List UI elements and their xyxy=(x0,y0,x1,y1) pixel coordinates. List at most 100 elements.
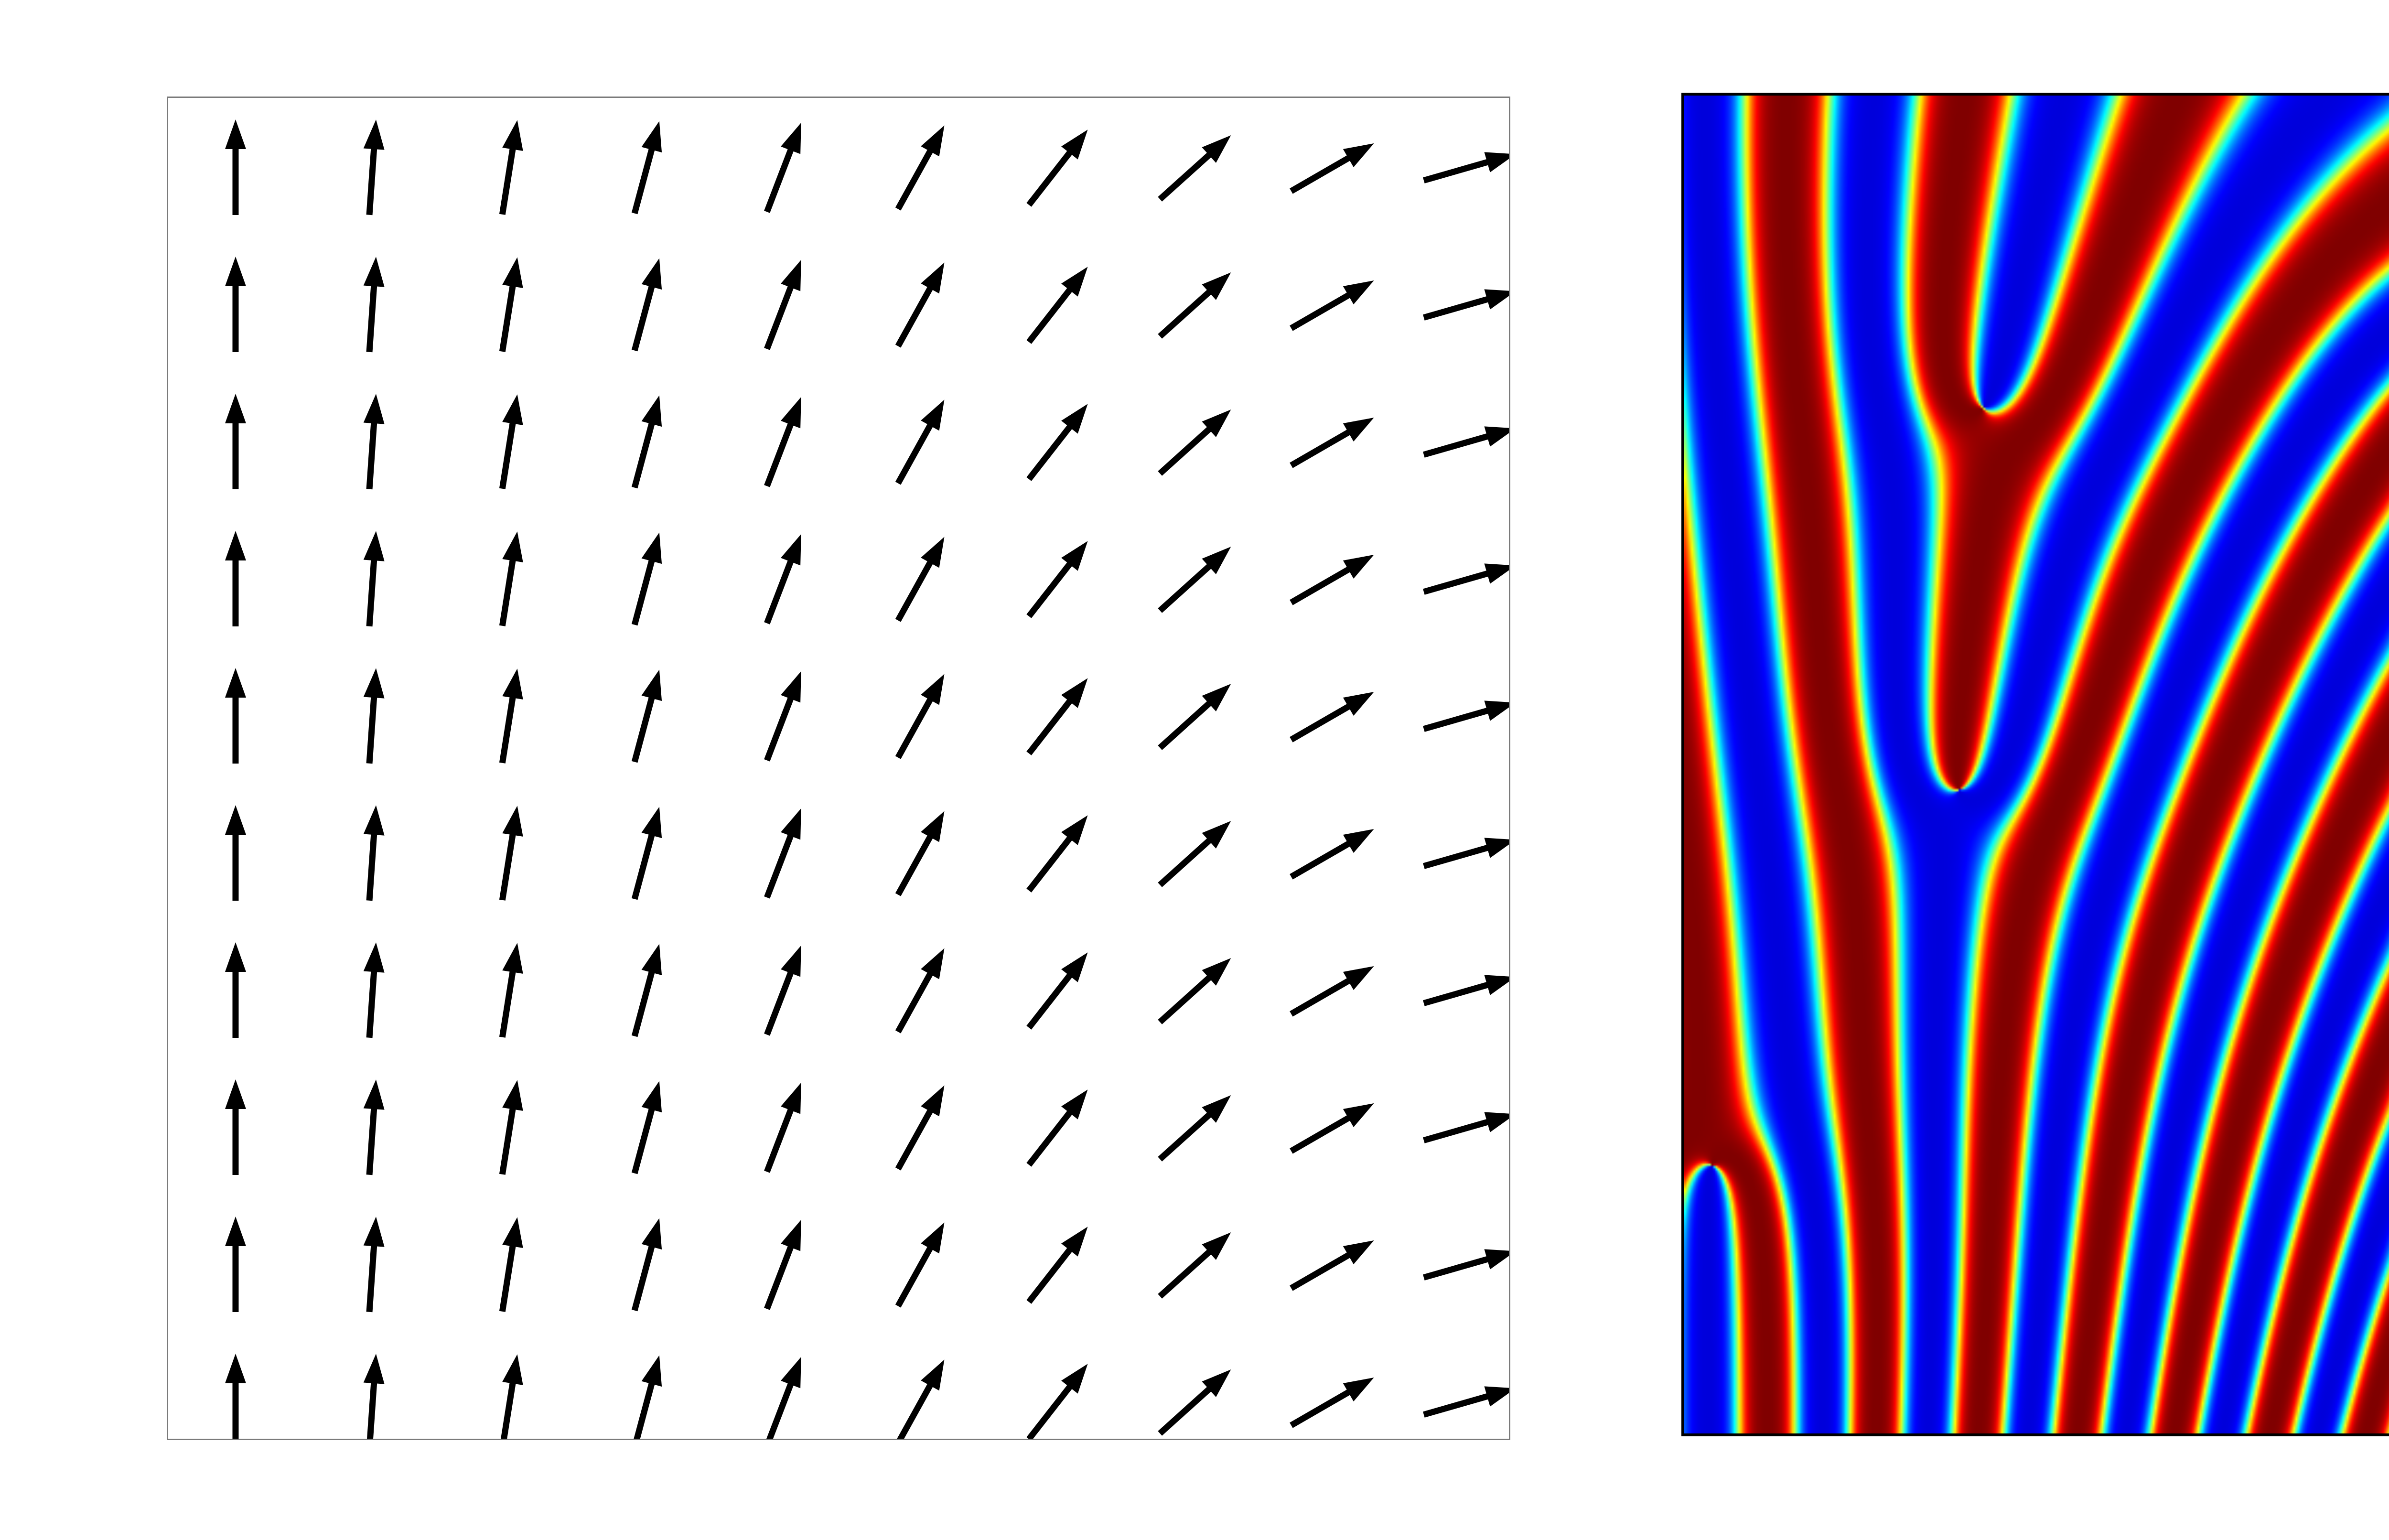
vector-arrow xyxy=(764,122,801,213)
vector-arrow xyxy=(1158,135,1231,202)
vector-arrow xyxy=(1158,958,1231,1024)
vector-arrow xyxy=(363,805,385,901)
vector-arrow xyxy=(1290,966,1374,1017)
vector-arrow xyxy=(363,394,385,490)
vector-arrow xyxy=(895,674,945,759)
vector-arrow xyxy=(895,811,945,896)
vector-arrow xyxy=(1158,409,1231,476)
vector-arrow xyxy=(225,1217,246,1312)
vector-arrow xyxy=(631,669,662,763)
vector-arrow xyxy=(1423,838,1509,869)
vector-arrow xyxy=(225,531,246,626)
vector-arrow xyxy=(1026,541,1088,618)
vector-arrow xyxy=(1290,1378,1374,1428)
vector-arrow xyxy=(764,534,801,625)
vector-arrow xyxy=(764,1357,801,1439)
vector-arrow xyxy=(1423,152,1509,183)
vector-arrow xyxy=(1158,1095,1231,1162)
vector-arrow xyxy=(1290,143,1374,194)
vector-arrow xyxy=(499,943,523,1038)
vector-arrow xyxy=(764,1219,801,1310)
vector-arrow xyxy=(1026,267,1088,344)
vector-arrow xyxy=(363,1354,385,1439)
vector-arrow xyxy=(895,399,945,485)
vector-arrow xyxy=(1026,129,1088,207)
vector-arrow xyxy=(225,805,246,901)
vector-arrow xyxy=(1158,821,1231,887)
vector-arrow xyxy=(895,262,945,348)
vector-arrow xyxy=(764,259,801,350)
vector-arrow xyxy=(1158,1369,1231,1436)
vector-arrow xyxy=(499,1354,523,1439)
vector-arrow xyxy=(1290,555,1374,605)
vector-arrow xyxy=(895,1085,945,1171)
vector-arrow xyxy=(1158,684,1231,750)
vector-arrow xyxy=(225,394,246,489)
vector-arrow xyxy=(363,1217,385,1313)
vector-arrow xyxy=(1290,692,1374,743)
vector-arrow xyxy=(1158,1232,1231,1299)
vector-arrow xyxy=(1290,280,1374,331)
vector-arrow xyxy=(631,1218,662,1312)
vector-arrow xyxy=(895,948,945,1034)
vector-arrow xyxy=(1026,1364,1088,1439)
vector-arrow xyxy=(499,1080,523,1175)
vector-arrow xyxy=(363,1079,385,1175)
vector-arrow xyxy=(1423,975,1509,1006)
vector-arrow xyxy=(363,668,385,764)
vector-arrow xyxy=(1290,418,1374,468)
vector-arrow xyxy=(1290,1103,1374,1154)
vector-arrow xyxy=(895,125,945,211)
vector-arrow xyxy=(1026,1227,1088,1304)
vector-arrow xyxy=(499,806,523,901)
vector-arrow xyxy=(764,1082,801,1173)
vector-arrow xyxy=(225,942,246,1038)
vector-arrow xyxy=(1026,952,1088,1030)
vector-arrow xyxy=(363,531,385,627)
vector-arrow xyxy=(631,258,662,352)
vector-arrow xyxy=(499,394,523,489)
vector-arrow xyxy=(1290,829,1374,880)
vector-arrow xyxy=(1423,289,1509,321)
vector-arrow xyxy=(363,119,385,215)
vector-arrow xyxy=(1026,815,1088,893)
vector-arrow xyxy=(1423,1386,1509,1418)
vector-arrow xyxy=(631,532,662,626)
vector-arrow xyxy=(764,671,801,762)
vector-arrow xyxy=(363,942,385,1038)
vector-arrow xyxy=(1423,1249,1509,1281)
vector-arrow xyxy=(1158,547,1231,613)
vector-arrow xyxy=(631,1355,662,1439)
vector-arrow xyxy=(499,531,523,626)
stripe-heatmap xyxy=(1684,96,2389,1433)
vector-arrow xyxy=(1423,1112,1509,1143)
vector-arrow xyxy=(631,944,662,1037)
vector-arrow xyxy=(499,1217,523,1312)
vector-arrow xyxy=(1158,272,1231,339)
vector-arrow xyxy=(1423,700,1509,732)
vector-arrow xyxy=(631,1081,662,1174)
vector-arrow xyxy=(895,1359,945,1439)
vector-arrow xyxy=(499,668,523,764)
vector-arrow xyxy=(225,257,246,352)
quiver-panel xyxy=(167,97,1510,1440)
vector-arrow xyxy=(499,120,523,215)
vector-arrow xyxy=(1423,563,1509,595)
vector-arrow xyxy=(631,395,662,489)
vector-arrow xyxy=(499,257,523,352)
vector-arrow xyxy=(1026,678,1088,755)
vector-arrow xyxy=(1026,404,1088,481)
vector-arrow xyxy=(631,807,662,900)
vector-arrow xyxy=(225,1079,246,1175)
vector-arrow xyxy=(1423,426,1509,458)
vector-arrow xyxy=(1290,1240,1374,1291)
vector-arrow xyxy=(1026,1089,1088,1167)
vector-arrow xyxy=(363,257,385,353)
vector-arrow xyxy=(764,397,801,487)
vector-arrow xyxy=(895,537,945,622)
vector-arrow xyxy=(895,1222,945,1308)
vector-arrow xyxy=(764,945,801,1036)
vector-arrow xyxy=(764,808,801,899)
quiver-plot xyxy=(225,119,1509,1439)
